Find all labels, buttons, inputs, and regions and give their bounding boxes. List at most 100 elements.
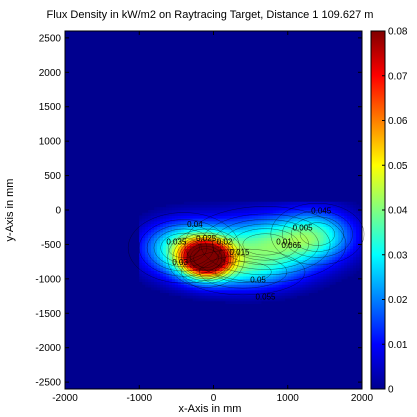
heat-cell <box>293 212 298 216</box>
heat-cell <box>320 270 324 274</box>
heat-cell <box>231 201 235 205</box>
heat-cell <box>359 262 363 266</box>
heat-cell <box>180 243 185 247</box>
heat-cell <box>353 201 357 205</box>
heat-cell <box>228 212 232 216</box>
contour-label: 0.065 <box>281 241 302 250</box>
heat-cell <box>183 204 188 208</box>
heat-cell <box>287 204 292 208</box>
heat-cell <box>308 270 312 274</box>
heat-cell <box>207 289 211 294</box>
heat-cell <box>249 207 253 211</box>
heat-cell <box>338 204 342 208</box>
heat-cell <box>356 212 360 216</box>
heat-cell <box>213 298 217 302</box>
heat-cell <box>296 232 301 236</box>
heat-cell <box>269 295 274 299</box>
heat-cell <box>344 226 348 230</box>
heat-cell <box>165 276 170 280</box>
heat-cell <box>332 256 336 260</box>
heat-cell <box>186 226 191 230</box>
heat-cell <box>240 243 244 247</box>
heat-cell <box>311 284 315 288</box>
heat-cell <box>261 223 265 227</box>
heat-cell <box>299 218 303 222</box>
heat-cell <box>258 226 262 230</box>
contour-line <box>200 213 331 276</box>
heat-cell <box>287 248 292 252</box>
heat-cell <box>347 204 351 208</box>
heat-cell <box>338 201 342 205</box>
heat-cell <box>243 284 247 288</box>
heat-cell <box>195 243 200 247</box>
heat-cell <box>272 243 277 247</box>
heat-cell <box>320 223 324 227</box>
heat-cell <box>353 259 357 263</box>
heat-cell <box>243 210 247 214</box>
heat-cell <box>281 270 286 274</box>
heat-cell <box>287 243 292 247</box>
heat-cell <box>231 248 235 252</box>
heat-cell <box>258 218 262 222</box>
heat-cell <box>305 281 309 285</box>
heat-cell <box>154 262 158 266</box>
heat-cell <box>272 259 277 263</box>
heat-cell <box>160 212 164 216</box>
heat-cell <box>225 221 229 225</box>
heat-cell <box>246 243 250 247</box>
heat-cell <box>204 295 208 299</box>
contour-line <box>214 261 272 283</box>
heat-cell <box>160 221 164 225</box>
heat-cell <box>201 229 205 233</box>
heat-cell <box>174 292 179 296</box>
heat-cell <box>356 265 360 269</box>
heat-cell <box>296 207 301 211</box>
heat-cell <box>314 248 318 252</box>
heat-cell <box>186 215 191 219</box>
heat-cell <box>320 273 324 277</box>
heat-cell <box>252 223 256 227</box>
heat-cell <box>246 201 250 205</box>
heat-cell <box>142 245 146 249</box>
heat-cell <box>231 273 235 277</box>
heat-cell <box>269 276 274 280</box>
heat-cell <box>151 276 155 280</box>
heat-cell <box>168 215 173 219</box>
heat-cell <box>142 234 146 238</box>
heat-cell <box>290 259 295 263</box>
heat-cell <box>255 201 259 205</box>
heat-cell <box>287 295 292 299</box>
heat-cell <box>204 267 208 271</box>
heat-cell <box>216 289 220 294</box>
heat-cell <box>335 226 339 230</box>
heat-cell <box>317 234 321 238</box>
heat-cell <box>249 298 253 302</box>
heat-cell <box>317 212 321 216</box>
heat-cell <box>237 273 241 277</box>
heat-cell <box>261 212 265 216</box>
heat-cell <box>216 278 220 282</box>
heat-cell <box>171 232 176 236</box>
heat-cell <box>160 218 164 222</box>
heat-cell <box>266 287 271 291</box>
heat-cell <box>243 289 247 294</box>
heat-cell <box>142 265 146 269</box>
heat-cell <box>263 245 268 249</box>
heat-cell <box>314 287 318 291</box>
heat-cell <box>186 278 191 282</box>
heat-cell <box>151 248 155 252</box>
heat-cell <box>269 289 274 294</box>
heat-cell <box>234 281 238 285</box>
heat-cell <box>180 218 185 222</box>
heat-cell <box>163 284 167 288</box>
heat-cell <box>192 215 197 219</box>
heat-cell <box>261 226 265 230</box>
heat-cell <box>177 273 182 277</box>
heat-cell <box>201 223 205 227</box>
heat-cell <box>219 204 223 208</box>
heat-cell <box>160 289 164 294</box>
heat-cell <box>356 226 360 230</box>
heat-cell <box>204 232 208 236</box>
heat-cell <box>168 237 173 241</box>
